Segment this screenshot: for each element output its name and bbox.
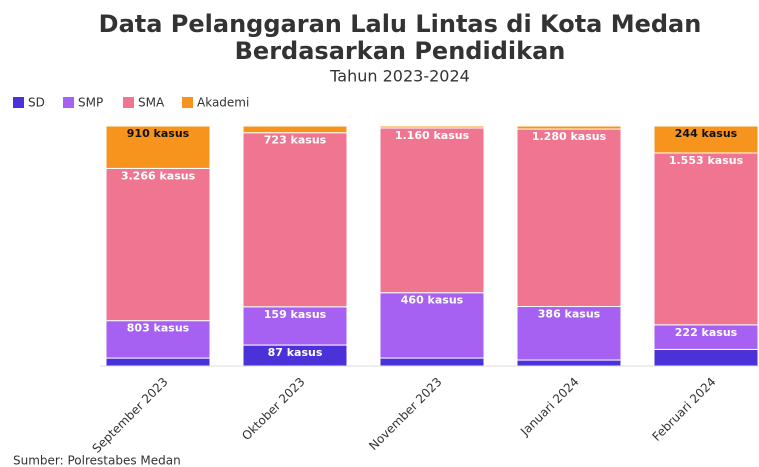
bar-segment bbox=[379, 292, 485, 359]
legend-label: Akademi bbox=[197, 96, 249, 110]
legend-label: SMA bbox=[138, 96, 165, 110]
x-tick-label: Oktober 2023 bbox=[239, 375, 307, 443]
bar-segment bbox=[242, 306, 348, 346]
source: Sumber: Polrestabes Medan bbox=[13, 454, 181, 467]
data-label: 3.266 kasus bbox=[121, 169, 196, 182]
data-label: 244 kasus bbox=[675, 127, 738, 140]
data-label: 1.280 kasus bbox=[532, 130, 607, 143]
legend-label: SD bbox=[28, 96, 45, 110]
legend-label: SMP bbox=[78, 96, 103, 110]
chart-title: Data Pelanggaran Lalu Lintas di Kota Med… bbox=[99, 10, 702, 38]
bar-segment bbox=[379, 357, 485, 367]
legend-swatch bbox=[63, 97, 74, 108]
bar-segment bbox=[379, 125, 485, 129]
data-label: 1.553 kasus bbox=[669, 154, 744, 167]
bar-segment bbox=[379, 127, 485, 294]
data-label: 1.160 kasus bbox=[395, 129, 470, 142]
bar-segment bbox=[653, 125, 759, 154]
bar-segment bbox=[105, 167, 211, 322]
chart-title: Berdasarkan Pendidikan bbox=[235, 37, 566, 65]
x-tick-label: Februari 2024 bbox=[649, 375, 718, 444]
legend-swatch bbox=[182, 97, 193, 108]
x-tick-label: September 2023 bbox=[89, 375, 170, 456]
legend-swatch bbox=[13, 97, 24, 108]
data-label: 723 kasus bbox=[264, 134, 327, 147]
data-label: 386 kasus bbox=[538, 308, 601, 321]
bar-segment bbox=[242, 132, 348, 308]
bar-segment bbox=[242, 125, 348, 134]
bar-segment bbox=[516, 306, 622, 361]
data-label: 460 kasus bbox=[401, 294, 464, 307]
legend-swatch bbox=[123, 97, 134, 108]
data-label: 910 kasus bbox=[127, 127, 190, 140]
data-label: 803 kasus bbox=[127, 322, 190, 335]
bar-segment bbox=[653, 348, 759, 367]
bar-segment bbox=[105, 357, 211, 367]
chart-subtitle: Tahun 2023-2024 bbox=[329, 67, 470, 86]
data-label: 159 kasus bbox=[264, 308, 327, 321]
bar-segment bbox=[653, 324, 759, 350]
bar-segment bbox=[516, 125, 622, 130]
bar-segment bbox=[105, 125, 211, 169]
bar-segment bbox=[105, 320, 211, 359]
data-label: 222 kasus bbox=[675, 326, 738, 339]
bar-segment bbox=[653, 152, 759, 326]
bar-segment bbox=[516, 128, 622, 308]
data-label: 87 kasus bbox=[268, 346, 323, 359]
x-tick-label: Januari 2024 bbox=[517, 375, 581, 439]
x-tick-label: November 2023 bbox=[366, 375, 444, 453]
bar-segment bbox=[516, 359, 622, 367]
